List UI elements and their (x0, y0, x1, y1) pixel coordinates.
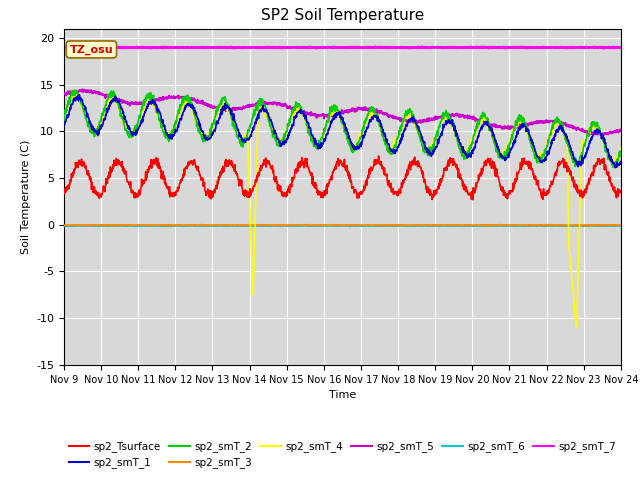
Text: TZ_osu: TZ_osu (70, 44, 113, 55)
Legend: sp2_Tsurface, sp2_smT_1, sp2_smT_2, sp2_smT_3, sp2_smT_4, sp2_smT_5, sp2_smT_6, : sp2_Tsurface, sp2_smT_1, sp2_smT_2, sp2_… (65, 437, 620, 473)
X-axis label: Time: Time (329, 390, 356, 400)
Title: SP2 Soil Temperature: SP2 Soil Temperature (260, 9, 424, 24)
Y-axis label: Soil Temperature (C): Soil Temperature (C) (20, 140, 31, 254)
